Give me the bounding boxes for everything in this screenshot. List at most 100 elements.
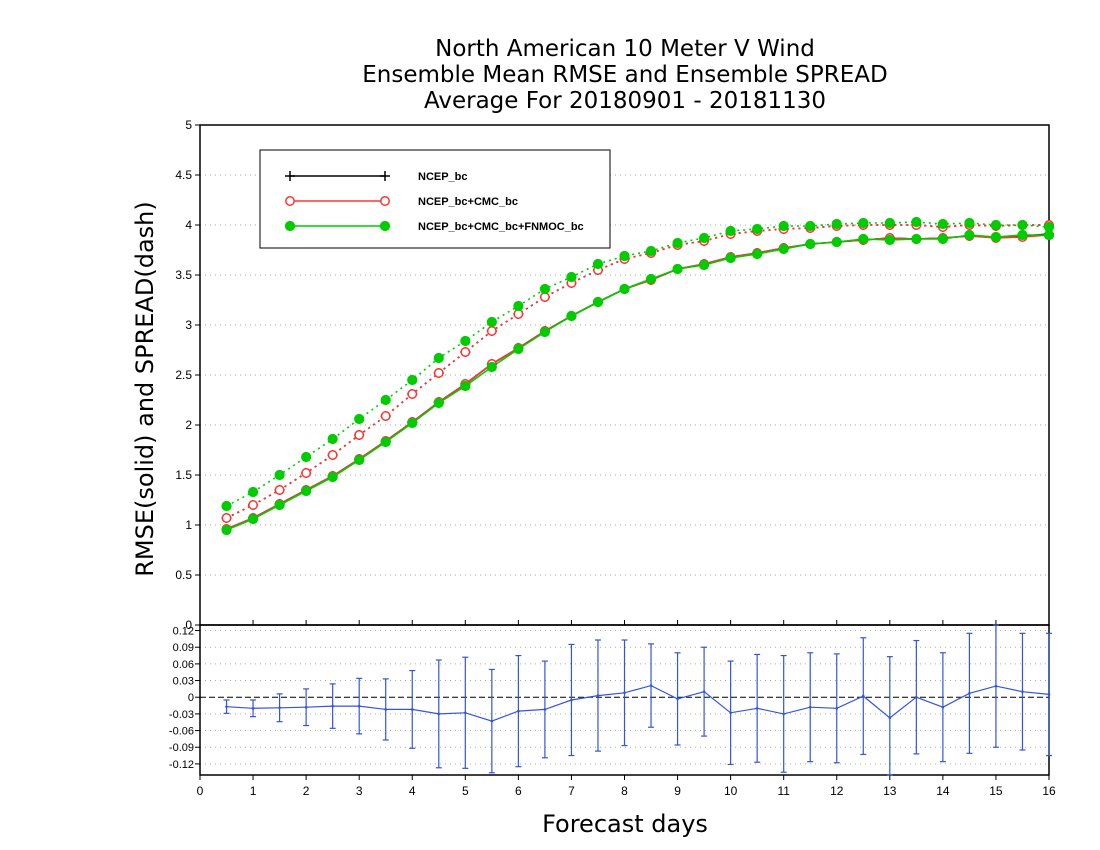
series-1-spread-point: [301, 468, 312, 478]
x-tick-label: 7: [568, 784, 575, 798]
series-2-spread-point: [354, 413, 365, 425]
y-tick-label: 4.5: [175, 168, 192, 182]
diff-point: [729, 711, 732, 715]
series-1-spread-point: [407, 389, 418, 399]
series-2-spread-point: [619, 250, 630, 262]
diff-point: [994, 684, 998, 688]
series-2-spread-line: [226, 221, 1050, 507]
diff-y-tick-label: 0.03: [173, 676, 194, 688]
series-1-spread-point: [274, 485, 285, 495]
series-2-spread-point: [858, 217, 869, 229]
x-tick-label: 3: [356, 784, 363, 798]
series-1-spread-point: [248, 500, 259, 510]
y-tick-label: 1: [185, 518, 192, 532]
chart-title-line-1: North American 10 Meter V Wind: [435, 36, 815, 62]
diff-point: [941, 705, 945, 709]
series-2-spread-point: [831, 218, 842, 230]
x-tick-label: 0: [197, 784, 204, 798]
diff-point: [410, 708, 414, 711]
series-2-rmse-point: [1017, 229, 1028, 241]
diff-point: [570, 698, 573, 702]
series-2-rmse-point: [566, 310, 577, 322]
series-1-spread-point: [327, 450, 338, 460]
series-2-spread-point: [486, 316, 497, 328]
diff-y-tick-label: 0.12: [173, 626, 194, 638]
diff-point: [623, 691, 626, 695]
x-tick-label: 1: [250, 784, 257, 798]
series-2-spread-point: [725, 225, 736, 237]
legend-marker-2: [379, 220, 391, 232]
diff-point: [437, 712, 441, 716]
legend-marker-1: [285, 196, 295, 206]
series-1-spread-point: [486, 326, 497, 336]
series-1-spread-point: [433, 368, 444, 378]
chart-title-line-2: Ensemble Mean RMSE and Ensemble SPREAD: [362, 62, 888, 88]
legend-marker-2: [284, 220, 296, 232]
series-2-spread-point: [380, 394, 391, 406]
series-2-spread-point: [592, 258, 604, 270]
series-0-rmse-line: [226, 233, 1050, 530]
x-axis-label: Forecast days: [542, 810, 708, 838]
series-2-rmse-point: [911, 233, 922, 245]
y-tick-label: 3.5: [175, 268, 192, 282]
series-2-spread-point: [460, 335, 471, 347]
series-2-rmse-point: [645, 273, 657, 285]
series-2-spread-point: [539, 283, 551, 295]
x-tick-label: 11: [777, 784, 790, 798]
series-2-rmse-point: [592, 296, 604, 308]
series-2-rmse-point: [831, 236, 842, 248]
diff-y-tick-label: -0.03: [169, 709, 194, 721]
diff-y-tick-label: 0: [188, 692, 194, 704]
series-2-rmse-point: [460, 380, 471, 392]
series-2-rmse-point: [274, 499, 285, 511]
series-2-rmse-point: [221, 524, 232, 536]
series-2-rmse-point: [698, 259, 710, 271]
x-tick-label: 14: [936, 784, 950, 798]
series-1-spread-line: [226, 224, 1049, 519]
diff-point: [755, 707, 759, 710]
diff-y-tick-label: -0.12: [169, 759, 194, 771]
diff-point: [596, 694, 600, 697]
diff-point: [888, 716, 892, 720]
diff-point: [915, 695, 918, 699]
diff-point: [649, 684, 653, 687]
x-tick-label: 12: [830, 784, 844, 798]
series-2-rmse-point: [486, 361, 497, 373]
series-2-spread-point: [672, 237, 683, 249]
series-2-spread-point: [911, 216, 922, 228]
diff-y-tick-label: 0.06: [173, 659, 194, 671]
series-2-rmse-point: [539, 326, 551, 338]
series-2-rmse-point: [672, 263, 683, 275]
diff-point: [861, 694, 865, 698]
x-tick-label: 10: [724, 784, 738, 798]
diff-point: [517, 709, 520, 713]
y-tick-label: 1.5: [175, 468, 192, 482]
diff-y-tick-label: -0.09: [169, 742, 194, 754]
series-0-spread-line: [226, 224, 1049, 519]
y-tick-label: 4: [185, 218, 192, 232]
diff-point: [278, 706, 281, 710]
series-1-spread-point: [354, 430, 365, 440]
series-2-spread-point: [805, 220, 816, 232]
x-tick-label: 9: [674, 784, 681, 798]
legend-label-1: NCEP_bc+CMC_bc: [418, 196, 518, 208]
series-2-rmse-point: [354, 454, 365, 466]
series-2-rmse-point: [752, 248, 763, 260]
series-1-rmse-line: [226, 234, 1050, 530]
diff-point: [331, 704, 334, 708]
diff-point: [835, 707, 839, 710]
x-tick-label: 13: [883, 784, 897, 798]
diff-point: [490, 719, 494, 723]
series-2-rmse-point: [964, 229, 975, 241]
diff-point: [251, 707, 255, 710]
series-2-spread-point: [645, 245, 657, 257]
diff-point: [702, 690, 706, 693]
series-1-spread-point: [380, 411, 391, 421]
series-2-spread-point: [778, 220, 789, 232]
series-2-rmse-point: [247, 513, 259, 525]
series-2-spread-point: [247, 486, 259, 498]
series-2-rmse-point: [619, 283, 630, 295]
diff-point: [1021, 690, 1024, 693]
series-2-spread-point: [964, 217, 975, 229]
diff-point: [384, 708, 388, 711]
